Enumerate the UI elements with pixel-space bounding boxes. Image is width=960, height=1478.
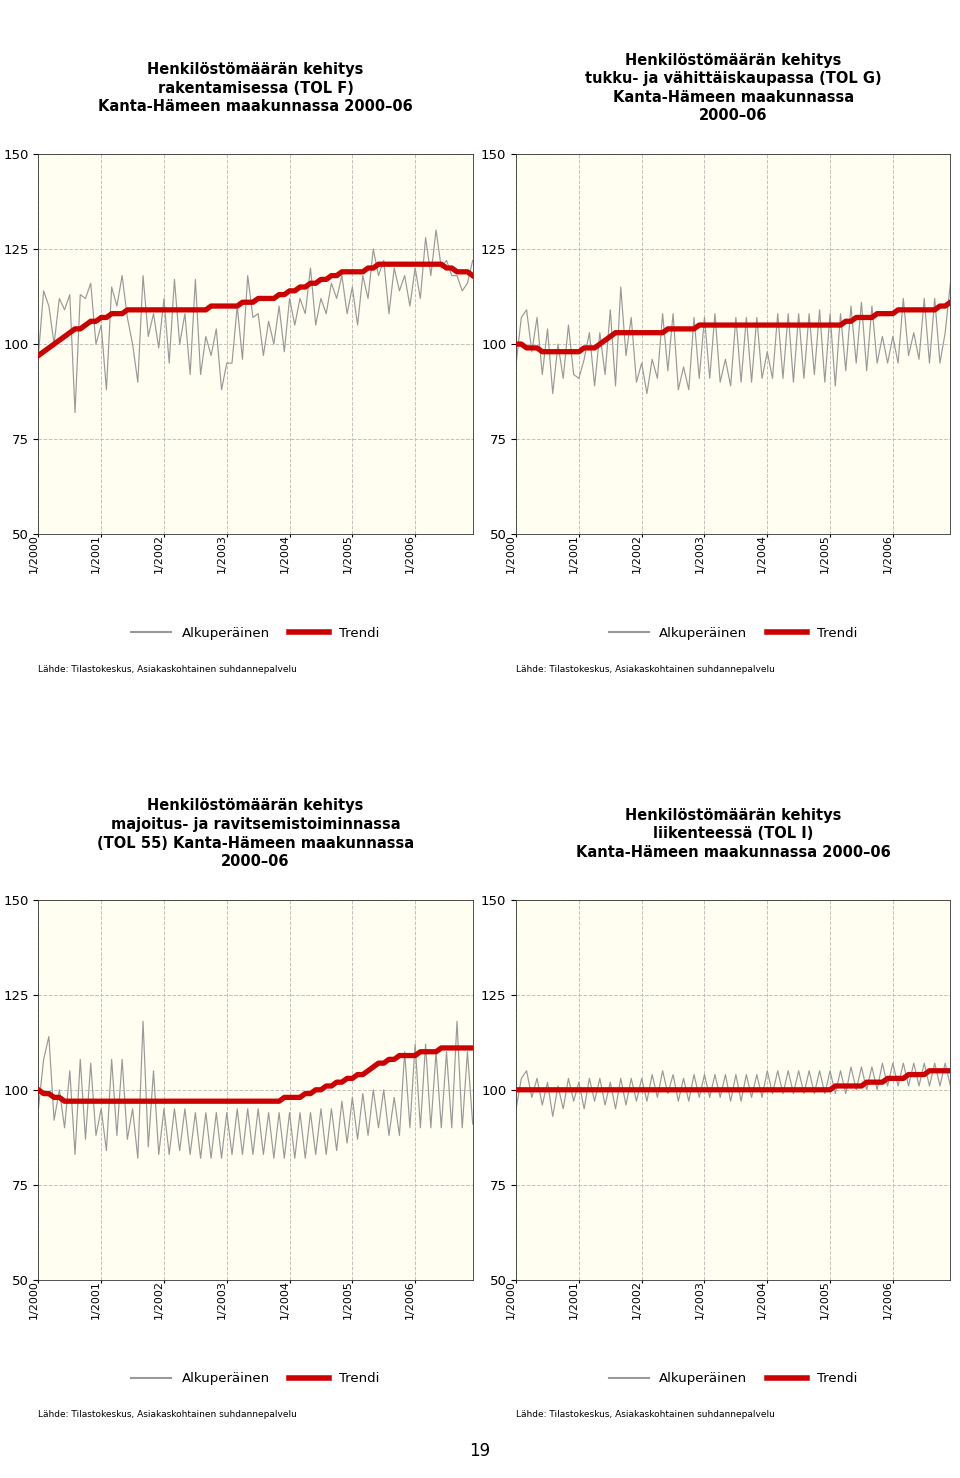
Text: 1/2001: 1/2001	[569, 1280, 579, 1318]
Text: Lähde: Tilastokeskus, Asiakaskohtainen suhdannepalvelu: Lähde: Tilastokeskus, Asiakaskohtainen s…	[38, 1410, 298, 1419]
Text: 19: 19	[469, 1443, 491, 1460]
Text: 1/2004: 1/2004	[757, 535, 767, 573]
Text: 1/2000: 1/2000	[29, 1280, 38, 1318]
Text: Henkilöstömäärän kehitys
majoitus- ja ravitsemistoiminnassa
(TOL 55) Kanta-Hämee: Henkilöstömäärän kehitys majoitus- ja ra…	[97, 798, 414, 869]
Text: 1/2005: 1/2005	[343, 1280, 352, 1318]
Text: Lähde: Tilastokeskus, Asiakaskohtainen suhdannepalvelu: Lähde: Tilastokeskus, Asiakaskohtainen s…	[38, 665, 298, 674]
Text: 1/2001: 1/2001	[91, 1280, 101, 1318]
Text: 1/2006: 1/2006	[405, 1280, 415, 1318]
Text: Lähde: Tilastokeskus, Asiakaskohtainen suhdannepalvelu: Lähde: Tilastokeskus, Asiakaskohtainen s…	[516, 665, 775, 674]
Text: 1/2000: 1/2000	[29, 535, 38, 573]
Text: 1/2004: 1/2004	[757, 1280, 767, 1318]
Text: Lähde: Tilastokeskus, Asiakaskohtainen suhdannepalvelu: Lähde: Tilastokeskus, Asiakaskohtainen s…	[516, 1410, 775, 1419]
Text: 1/2001: 1/2001	[569, 535, 579, 573]
Text: 1/2000: 1/2000	[506, 1280, 516, 1318]
Text: 1/2005: 1/2005	[343, 535, 352, 573]
Text: Henkilöstömäärän kehitys
tukku- ja vähittäiskaupassa (TOL G)
Kanta-Hämeen maakun: Henkilöstömäärän kehitys tukku- ja vähit…	[585, 53, 881, 124]
Text: 1/2006: 1/2006	[883, 1280, 893, 1318]
Text: 1/2004: 1/2004	[279, 535, 290, 573]
Text: 1/2003: 1/2003	[217, 535, 227, 573]
Text: 1/2005: 1/2005	[820, 1280, 830, 1318]
Legend: Alkuperäinen, Trendi: Alkuperäinen, Trendi	[132, 627, 380, 640]
Text: Henkilöstömäärän kehitys
liikenteessä (TOL I)
Kanta-Hämeen maakunnassa 2000–06: Henkilöstömäärän kehitys liikenteessä (T…	[576, 807, 891, 860]
Text: 1/2003: 1/2003	[694, 1280, 705, 1318]
Text: Henkilöstömäärän kehitys
rakentamisessa (TOL F)
Kanta-Hämeen maakunnassa 2000–06: Henkilöstömäärän kehitys rakentamisessa …	[98, 62, 413, 114]
Text: 1/2002: 1/2002	[154, 535, 164, 573]
Legend: Alkuperäinen, Trendi: Alkuperäinen, Trendi	[609, 627, 857, 640]
Text: 1/2002: 1/2002	[632, 1280, 641, 1318]
Text: 1/2003: 1/2003	[217, 1280, 227, 1318]
Text: 1/2000: 1/2000	[506, 535, 516, 573]
Text: 1/2001: 1/2001	[91, 535, 101, 573]
Legend: Alkuperäinen, Trendi: Alkuperäinen, Trendi	[609, 1372, 857, 1385]
Text: 1/2006: 1/2006	[405, 535, 415, 573]
Text: 1/2002: 1/2002	[632, 535, 641, 573]
Text: 1/2004: 1/2004	[279, 1280, 290, 1318]
Text: 1/2002: 1/2002	[154, 1280, 164, 1318]
Legend: Alkuperäinen, Trendi: Alkuperäinen, Trendi	[132, 1372, 380, 1385]
Text: 1/2003: 1/2003	[694, 535, 705, 573]
Text: 1/2006: 1/2006	[883, 535, 893, 573]
Text: 1/2005: 1/2005	[820, 535, 830, 573]
